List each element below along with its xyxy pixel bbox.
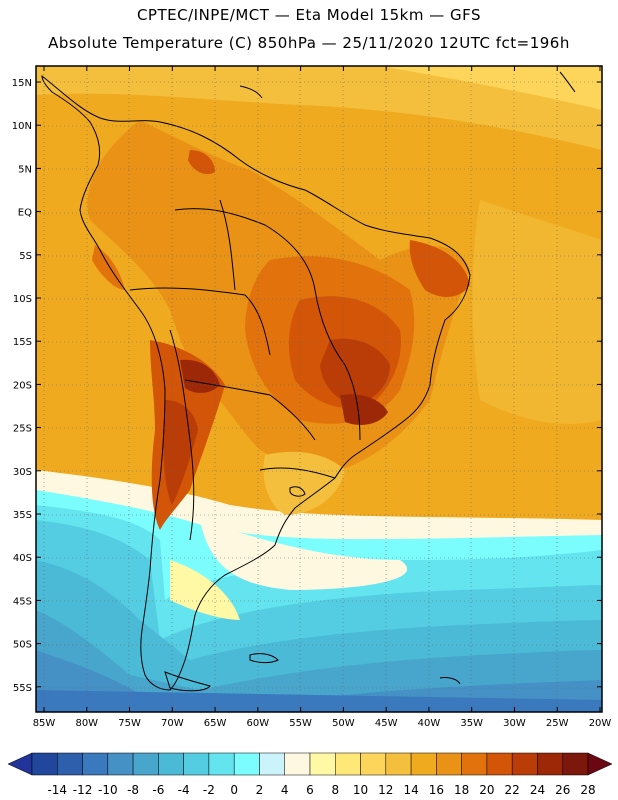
colorbar-swatch xyxy=(537,752,563,776)
lon-label: 55W xyxy=(289,718,312,729)
lat-label: EQ xyxy=(18,208,32,219)
longitude-labels: 85W 80W 75W 70W 65W 60W 55W 50W 45W 40W 35W 30W 25W 2… xyxy=(33,66,612,729)
title-line-2: Absolute Temperature (C) 850hPa — 25/11/… xyxy=(48,34,570,52)
colorbar-label: -10 xyxy=(98,783,118,797)
lat-label: 15S xyxy=(13,337,32,348)
colorbar-label: -14 xyxy=(47,783,67,797)
lat-label: 50S xyxy=(13,640,32,651)
colorbar-swatch xyxy=(132,752,159,776)
lon-label: 65W xyxy=(204,718,227,729)
colorbar-swatch xyxy=(486,752,513,776)
lon-label: 80W xyxy=(75,718,98,729)
colorbar-label: 22 xyxy=(505,783,520,797)
latitude-labels: 15N 10N 5N EQ 5S 10S 15S 20S 25S 30S 35S 40S 45S 50S 5… xyxy=(12,78,602,694)
lon-label: 70W xyxy=(161,718,184,729)
colorbar-swatch xyxy=(309,752,336,776)
colorbar-label: 26 xyxy=(555,783,570,797)
colorbar-label: 8 xyxy=(331,783,339,797)
colorbar-label: -8 xyxy=(127,783,139,797)
lat-label: 5S xyxy=(19,251,32,262)
colorbar-swatch xyxy=(183,752,210,776)
lat-label: 20S xyxy=(13,380,32,391)
colorbar-swatch xyxy=(461,752,488,776)
lat-label: 10S xyxy=(13,294,32,305)
lon-label: 85W xyxy=(33,718,56,729)
colorbar-swatch xyxy=(436,752,462,776)
colorbar-swatch xyxy=(31,752,58,776)
map-frame xyxy=(35,65,603,713)
colorbar-swatch xyxy=(511,752,538,776)
colorbar-label: 18 xyxy=(454,783,469,797)
colorbar-swatch xyxy=(158,752,184,776)
colorbar-swatch xyxy=(360,752,387,776)
colorbar-label: 28 xyxy=(580,783,595,797)
colorbar-under-arrow xyxy=(7,752,33,776)
colorbar-swatch xyxy=(562,752,589,776)
colorbar-label: 24 xyxy=(530,783,545,797)
colorbar-label: 4 xyxy=(281,783,289,797)
colorbar-label: -4 xyxy=(178,783,190,797)
title-line-1: CPTEC/INPE/MCT — Eta Model 15km — GFS xyxy=(136,6,482,24)
colorbar-label: 14 xyxy=(403,783,418,797)
colorbar-swatch xyxy=(57,752,83,776)
lon-label: 20W xyxy=(589,718,612,729)
colorbar-label: -2 xyxy=(203,783,215,797)
lat-label: 15N xyxy=(12,78,32,89)
colorbar-swatch xyxy=(233,752,260,776)
colorbar-over-arrow xyxy=(587,752,613,776)
lat-label: 10N xyxy=(12,121,32,132)
lat-label: 5N xyxy=(18,164,32,175)
lat-label: 45S xyxy=(13,596,32,607)
colorbar-swatch xyxy=(335,752,361,776)
colorbar-swatch xyxy=(385,752,412,776)
colorbar-label: 10 xyxy=(353,783,368,797)
colorbar-label: 0 xyxy=(230,783,238,797)
lat-label: 40S xyxy=(13,553,32,564)
coastlines xyxy=(41,71,576,692)
colorbar-label: 2 xyxy=(256,783,264,797)
lat-label: 25S xyxy=(13,424,32,435)
colorbar-swatch xyxy=(208,752,235,776)
colorbar-swatch xyxy=(107,752,134,776)
lon-label: 50W xyxy=(332,718,355,729)
temperature-field xyxy=(36,66,602,712)
lon-label: 60W xyxy=(247,718,270,729)
colorbar-swatch xyxy=(259,752,285,776)
lon-label: 35W xyxy=(460,718,483,729)
colorbar: -14 -12 -10 -8 -6 -4 -2 0 2 4 6 8 10 12 14 16 18 20 22 24 26… xyxy=(7,752,613,797)
colorbar-label: -12 xyxy=(73,783,93,797)
lon-label: 75W xyxy=(118,718,141,729)
colorbar-label: 20 xyxy=(479,783,494,797)
lon-label: 25W xyxy=(546,718,569,729)
colorbar-label: 12 xyxy=(378,783,393,797)
lon-label: 45W xyxy=(375,718,398,729)
lon-label: 40W xyxy=(418,718,441,729)
colorbar-label: 6 xyxy=(306,783,314,797)
colorbar-label: 16 xyxy=(429,783,444,797)
lon-label: 30W xyxy=(503,718,526,729)
lat-label: 30S xyxy=(13,467,32,478)
colorbar-label: -6 xyxy=(152,783,164,797)
lat-label: 55S xyxy=(13,683,32,694)
lat-label: 35S xyxy=(13,510,32,521)
colorbar-swatch xyxy=(284,752,311,776)
colorbar-swatch xyxy=(82,752,109,776)
colorbar-swatch xyxy=(410,752,437,776)
